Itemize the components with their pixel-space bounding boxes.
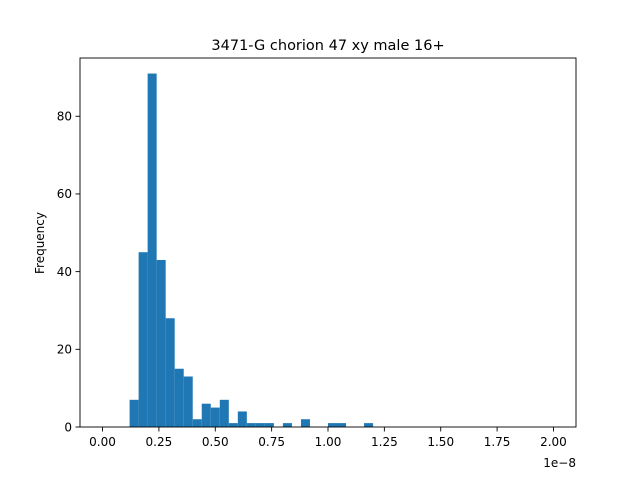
histogram-bar-13 — [246, 423, 256, 427]
y-tick-label: 20 — [57, 343, 72, 357]
x-tick-label: 0.75 — [258, 435, 285, 449]
x-axis-offset-label: 1e−8 — [543, 456, 576, 470]
histogram-bar-12 — [237, 411, 247, 427]
histogram-bar-15 — [264, 423, 274, 427]
bars-group — [129, 73, 374, 428]
y-axis: 0 20 40 60 80 — [57, 110, 80, 434]
histogram-bar-16 — [282, 423, 292, 427]
y-tick-label: 0 — [64, 420, 72, 434]
x-tick-label: 0.50 — [202, 435, 229, 449]
histogram-bar-11 — [228, 423, 238, 427]
x-tick-label: 0.25 — [146, 435, 173, 449]
histogram-bar-17 — [300, 419, 310, 427]
x-tick-label: 2.00 — [540, 435, 567, 449]
histogram-bar-1 — [138, 252, 148, 427]
y-tick-label: 60 — [57, 187, 72, 201]
x-tick-label: 0.00 — [89, 435, 116, 449]
histogram-bar-10 — [219, 399, 229, 427]
histogram-bar-9 — [210, 407, 220, 427]
histogram-bar-20 — [364, 423, 374, 427]
histogram-bar-18 — [328, 423, 338, 427]
x-tick-label: 1.25 — [371, 435, 398, 449]
plot-frame — [79, 57, 577, 428]
chart-title: 3471-G chorion 47 xy male 16+ — [211, 38, 444, 54]
histogram-bar-5 — [174, 368, 184, 427]
histogram-bar-14 — [255, 423, 265, 427]
histogram-bar-3 — [156, 259, 166, 427]
y-tick-label: 40 — [57, 265, 72, 279]
histogram-bar-0 — [129, 399, 139, 427]
histogram-bar-4 — [165, 318, 175, 427]
histogram-bar-2 — [147, 73, 157, 428]
histogram-bar-19 — [337, 423, 347, 427]
histogram-bar-8 — [201, 403, 211, 427]
x-tick-label: 1.75 — [484, 435, 511, 449]
y-tick-label: 80 — [57, 110, 72, 124]
histogram-bar-6 — [183, 376, 193, 427]
histogram-bar-7 — [192, 419, 202, 427]
x-axis: 0.00 0.25 0.50 0.75 1.00 1.25 1.50 1.75 2.00 — [89, 427, 567, 449]
x-tick-label: 1.50 — [427, 435, 454, 449]
y-axis-label: Frequency — [33, 212, 47, 274]
x-tick-label: 1.00 — [315, 435, 342, 449]
